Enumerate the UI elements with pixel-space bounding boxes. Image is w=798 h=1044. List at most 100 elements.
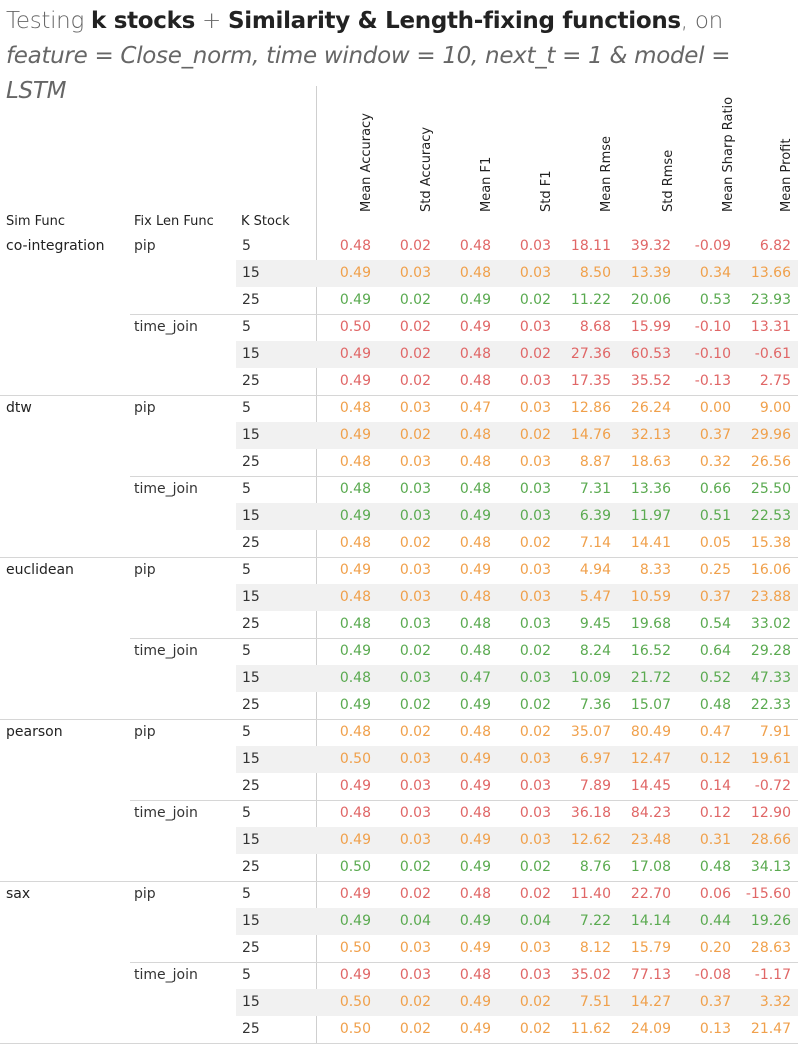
k-stock-value: 25 [242, 535, 260, 551]
value-cell: 0.03 [519, 940, 551, 956]
k-stock-value: 15 [242, 346, 260, 362]
value-cell: 0.03 [519, 562, 551, 578]
value-cell: 35.02 [570, 967, 611, 983]
value-cell: 0.48 [459, 535, 491, 551]
value-cell: 0.03 [519, 751, 551, 767]
value-cell: 19.68 [630, 616, 671, 632]
row-header-sim-func: Sim Func [6, 214, 66, 229]
value-cell: 0.48 [459, 967, 491, 983]
value-cell: 0.02 [399, 724, 431, 740]
value-cell: 0.03 [519, 508, 551, 524]
value-cell: 0.48 [699, 697, 731, 713]
value-cell: 0.02 [399, 238, 431, 254]
value-cell: 7.51 [579, 994, 611, 1010]
value-cell: 0.03 [399, 805, 431, 821]
row-stripe [236, 260, 798, 287]
value-cell: 14.27 [630, 994, 671, 1010]
column-header-std-accuracy: Std Accuracy [419, 127, 434, 212]
value-cell: 0.49 [459, 832, 491, 848]
value-cell: 0.48 [459, 265, 491, 281]
value-cell: 0.49 [339, 508, 371, 524]
value-cell: 0.03 [519, 616, 551, 632]
value-cell: 0.66 [699, 481, 731, 497]
group-separator [0, 395, 798, 396]
value-cell: 0.03 [519, 670, 551, 686]
value-cell: 0.47 [699, 724, 731, 740]
value-cell: 0.03 [399, 778, 431, 794]
value-cell: 23.88 [750, 589, 791, 605]
column-header-mean-f1: Mean F1 [479, 157, 494, 212]
row-stripe [236, 665, 798, 692]
value-cell: 0.48 [339, 535, 371, 551]
fix-len-func-label: pip [134, 238, 156, 254]
value-cell: 0.02 [519, 346, 551, 362]
group-separator [0, 557, 798, 558]
value-cell: 0.48 [339, 481, 371, 497]
k-stock-value: 15 [242, 265, 260, 281]
value-cell: 17.35 [570, 373, 611, 389]
value-cell: 0.47 [459, 670, 491, 686]
value-cell: -0.10 [694, 346, 731, 362]
value-cell: 0.37 [699, 427, 731, 443]
value-cell: 7.22 [579, 913, 611, 929]
value-cell: 11.40 [570, 886, 611, 902]
title-bold-k-stocks: k stocks [90, 8, 195, 34]
k-stock-value: 5 [242, 805, 251, 821]
value-cell: 0.48 [339, 238, 371, 254]
value-cell: 29.96 [750, 427, 791, 443]
value-cell: 0.48 [339, 589, 371, 605]
column-header-mean-accuracy: Mean Accuracy [359, 113, 374, 212]
value-cell: 0.48 [459, 886, 491, 902]
value-cell: 0.49 [459, 562, 491, 578]
value-cell: 22.33 [750, 697, 791, 713]
value-cell: 0.49 [339, 562, 371, 578]
value-cell: 0.02 [399, 697, 431, 713]
value-cell: 0.49 [459, 778, 491, 794]
value-cell: 0.49 [339, 778, 371, 794]
value-cell: 35.52 [630, 373, 671, 389]
value-cell: 21.47 [750, 1021, 791, 1037]
value-cell: 28.63 [750, 940, 791, 956]
value-cell: 0.50 [339, 940, 371, 956]
value-cell: 23.48 [630, 832, 671, 848]
value-cell: 13.31 [750, 319, 791, 335]
value-cell: 0.48 [459, 481, 491, 497]
title-bold-functions: Similarity & Length-fixing functions [228, 8, 681, 34]
k-stock-value: 25 [242, 697, 260, 713]
column-header-mean-rmse: Mean Rmse [599, 136, 614, 212]
value-cell: 15.99 [630, 319, 671, 335]
value-cell: 0.03 [399, 508, 431, 524]
row-stripe [236, 746, 798, 773]
value-cell: 10.09 [570, 670, 611, 686]
value-cell: 0.31 [699, 832, 731, 848]
value-cell: 8.87 [579, 454, 611, 470]
value-cell: 0.37 [699, 589, 731, 605]
subgroup-separator [130, 638, 798, 639]
k-stock-value: 15 [242, 751, 260, 767]
value-cell: 0.49 [459, 508, 491, 524]
k-stock-value: 25 [242, 616, 260, 632]
value-cell: 0.03 [519, 454, 551, 470]
value-cell: 0.02 [519, 724, 551, 740]
value-cell: 6.39 [579, 508, 611, 524]
value-cell: 84.23 [630, 805, 671, 821]
row-stripe [236, 422, 798, 449]
value-cell: 0.02 [399, 1021, 431, 1037]
value-cell: 0.03 [399, 616, 431, 632]
value-cell: 0.02 [519, 427, 551, 443]
row-stripe [236, 827, 798, 854]
subgroup-separator [130, 476, 798, 477]
value-cell: 0.49 [459, 292, 491, 308]
value-cell: 0.03 [519, 967, 551, 983]
value-cell: 3.32 [759, 994, 791, 1010]
k-stock-value: 25 [242, 292, 260, 308]
value-cell: 0.03 [399, 670, 431, 686]
value-cell: 25.50 [750, 481, 791, 497]
fix-len-func-label: time_join [134, 643, 198, 659]
value-cell: 11.62 [570, 1021, 611, 1037]
value-cell: 0.02 [399, 427, 431, 443]
value-cell: 23.93 [750, 292, 791, 308]
k-stock-value: 5 [242, 967, 251, 983]
value-cell: 12.86 [570, 400, 611, 416]
value-cell: 0.03 [399, 967, 431, 983]
